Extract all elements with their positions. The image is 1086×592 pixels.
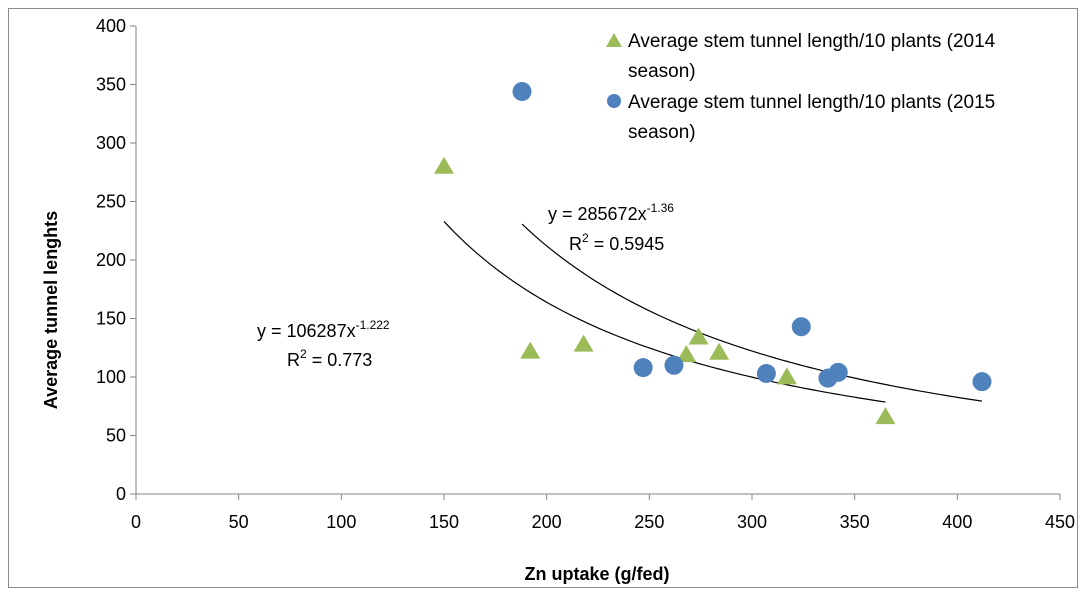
x-tick-label: 400 bbox=[942, 512, 972, 532]
data-point-2015 bbox=[828, 362, 848, 382]
data-point-2014 bbox=[676, 345, 697, 363]
y-tick-labels: 0 50 100 150 200 250 300 350 400 bbox=[96, 16, 126, 504]
legend-label-2014-line1: Average stem tunnel length/10 plants (20… bbox=[628, 31, 996, 52]
x-tick-label: 50 bbox=[229, 512, 249, 532]
trendlines bbox=[443, 221, 983, 403]
axes bbox=[130, 25, 1061, 500]
legend-label-2015-line2: season) bbox=[628, 122, 696, 143]
x-axis-title: Zn uptake (g/fed) bbox=[525, 564, 670, 584]
y-tick-label: 400 bbox=[96, 16, 126, 36]
y-tick-label: 250 bbox=[96, 192, 126, 212]
x-tick-label: 250 bbox=[634, 512, 664, 532]
circle-marker-icon bbox=[607, 94, 621, 108]
data-point-2014 bbox=[776, 367, 797, 385]
data-point-2015 bbox=[756, 363, 776, 383]
chart-frame bbox=[8, 8, 1078, 588]
y-tick-label: 50 bbox=[106, 426, 126, 446]
x-tick-labels: 0 50 100 150 200 250 300 350 400 450 bbox=[131, 512, 1075, 532]
x-tick-label: 150 bbox=[429, 512, 459, 532]
y-tick-label: 0 bbox=[116, 484, 126, 504]
y-tick-label: 150 bbox=[96, 309, 126, 329]
x-tick-label: 350 bbox=[840, 512, 870, 532]
y-axis-title: Average tunnel lenghts bbox=[41, 211, 61, 409]
data-point-2014 bbox=[875, 407, 896, 425]
y-tick-label: 350 bbox=[96, 75, 126, 95]
trendline-2015 bbox=[521, 223, 983, 402]
data-point-2015 bbox=[633, 358, 653, 378]
trendline-r2-2015: R2 = 0.5945 bbox=[569, 231, 664, 254]
legend-label-2014-line2: season) bbox=[628, 61, 696, 82]
legend-item-2014: Average stem tunnel length/10 plants (20… bbox=[606, 31, 996, 82]
y-tick-label: 300 bbox=[96, 133, 126, 153]
data-point-2014 bbox=[520, 341, 541, 359]
x-tick-label: 100 bbox=[326, 512, 356, 532]
y-tick-label: 200 bbox=[96, 250, 126, 270]
trendline-r2-2014: R2 = 0.773 bbox=[287, 347, 372, 370]
legend-item-2015: Average stem tunnel length/10 plants (20… bbox=[607, 92, 995, 143]
data-point-2014 bbox=[688, 327, 709, 345]
x-tick-label: 450 bbox=[1045, 512, 1075, 532]
data-points bbox=[434, 82, 992, 425]
x-tick-label: 0 bbox=[131, 512, 141, 532]
legend-label-2015-line1: Average stem tunnel length/10 plants (20… bbox=[628, 92, 995, 113]
trendline-equation-2015: y = 285672x-1.36 bbox=[548, 201, 674, 224]
data-point-2015 bbox=[972, 372, 992, 392]
data-point-2014 bbox=[434, 156, 454, 174]
y-tick-label: 100 bbox=[96, 367, 126, 387]
x-tick-label: 200 bbox=[532, 512, 562, 532]
data-point-2014 bbox=[709, 342, 730, 360]
data-point-2015 bbox=[664, 355, 684, 375]
legend: Average stem tunnel length/10 plants (20… bbox=[606, 31, 996, 143]
data-point-2015 bbox=[512, 82, 532, 102]
triangle-marker-icon bbox=[606, 33, 622, 47]
trendline-2014 bbox=[443, 221, 886, 403]
x-tick-label: 300 bbox=[737, 512, 767, 532]
trendline-equation-2014: y = 106287x-1.222 bbox=[257, 318, 390, 341]
data-point-2015 bbox=[791, 317, 811, 337]
data-point-2014 bbox=[573, 334, 594, 352]
